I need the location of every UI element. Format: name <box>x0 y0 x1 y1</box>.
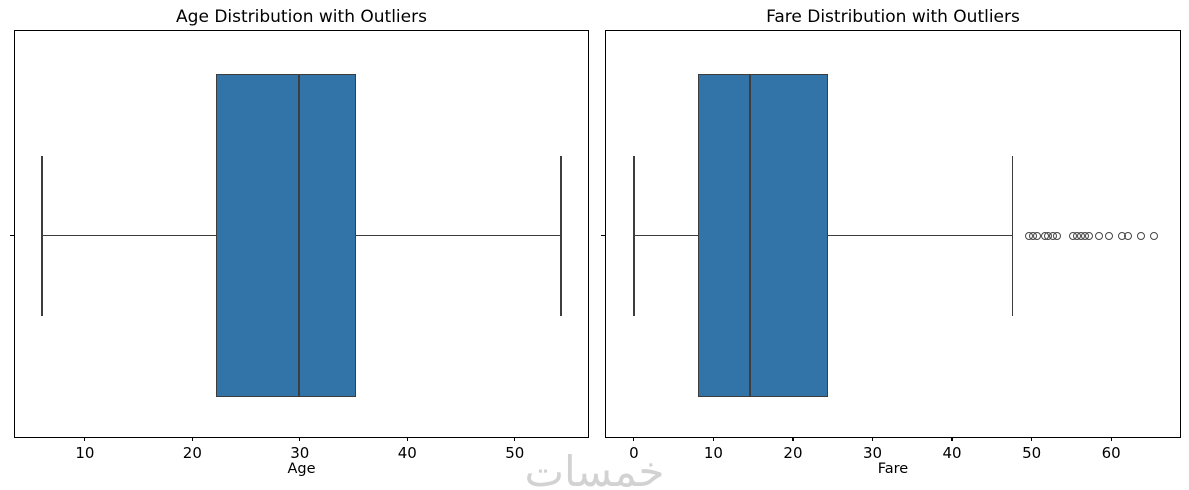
x-tick-label: 0 <box>629 444 639 462</box>
outlier-marker <box>1104 231 1113 240</box>
lower-whisker-cap <box>633 155 635 316</box>
y-category-tick <box>601 234 605 237</box>
x-tick-label: 40 <box>397 444 417 462</box>
x-tick-label: 20 <box>182 444 202 462</box>
median-line <box>297 74 300 397</box>
upper-whisker-cap <box>1011 155 1014 316</box>
watermark-text: خمسات <box>524 447 665 490</box>
x-tick-mark <box>712 437 714 441</box>
age-axis-label: Age <box>287 461 316 477</box>
outlier-marker <box>1053 231 1062 240</box>
x-tick-mark <box>792 437 794 441</box>
age-boxplot-axes: 10 20 30 40 50 <box>10 30 589 462</box>
x-tick-label: 20 <box>783 444 803 462</box>
x-tick-mark <box>951 437 953 441</box>
upper-whisker-line <box>827 234 1013 237</box>
outlier-marker <box>1123 231 1132 240</box>
x-tick-label: 10 <box>75 444 95 462</box>
iqr-box <box>215 74 356 397</box>
lower-whisker-line <box>633 234 698 237</box>
fare-plot-title: Fare Distribution with Outliers <box>766 7 1020 27</box>
x-tick-mark <box>1031 437 1033 441</box>
median-line <box>749 74 751 397</box>
outlier-marker <box>1084 231 1093 240</box>
outlier-marker <box>1033 231 1042 240</box>
x-tick-mark <box>406 437 408 441</box>
fare-boxplot-axes: 0 10 20 30 40 50 60 <box>601 30 1181 462</box>
lower-whisker-cap <box>41 155 43 316</box>
x-tick-mark <box>299 437 301 441</box>
upper-whisker-line <box>355 234 561 237</box>
x-tick-label: 50 <box>1022 444 1042 462</box>
outlier-marker <box>1136 231 1145 240</box>
x-tick-label: 50 <box>505 444 525 462</box>
x-tick-label: 60 <box>1101 444 1121 462</box>
x-tick-mark <box>191 437 193 441</box>
y-category-tick <box>10 234 14 237</box>
x-tick-mark <box>871 437 874 441</box>
lower-whisker-line <box>41 234 216 237</box>
x-tick-label: 30 <box>290 444 310 462</box>
fare-axis-label: Fare <box>877 461 909 477</box>
x-tick-mark <box>1110 437 1112 441</box>
upper-whisker-cap <box>560 155 562 316</box>
outlier-marker <box>1150 231 1159 240</box>
x-tick-label: 30 <box>862 444 883 462</box>
age-plot-title: Age Distribution with Outliers <box>176 7 427 27</box>
x-tick-label: 10 <box>703 444 723 462</box>
iqr-box <box>697 74 828 397</box>
x-tick-mark <box>84 437 86 441</box>
x-tick-mark <box>633 437 635 441</box>
x-tick-mark <box>514 437 516 441</box>
outlier-marker <box>1095 231 1104 240</box>
x-tick-label: 40 <box>942 444 962 462</box>
